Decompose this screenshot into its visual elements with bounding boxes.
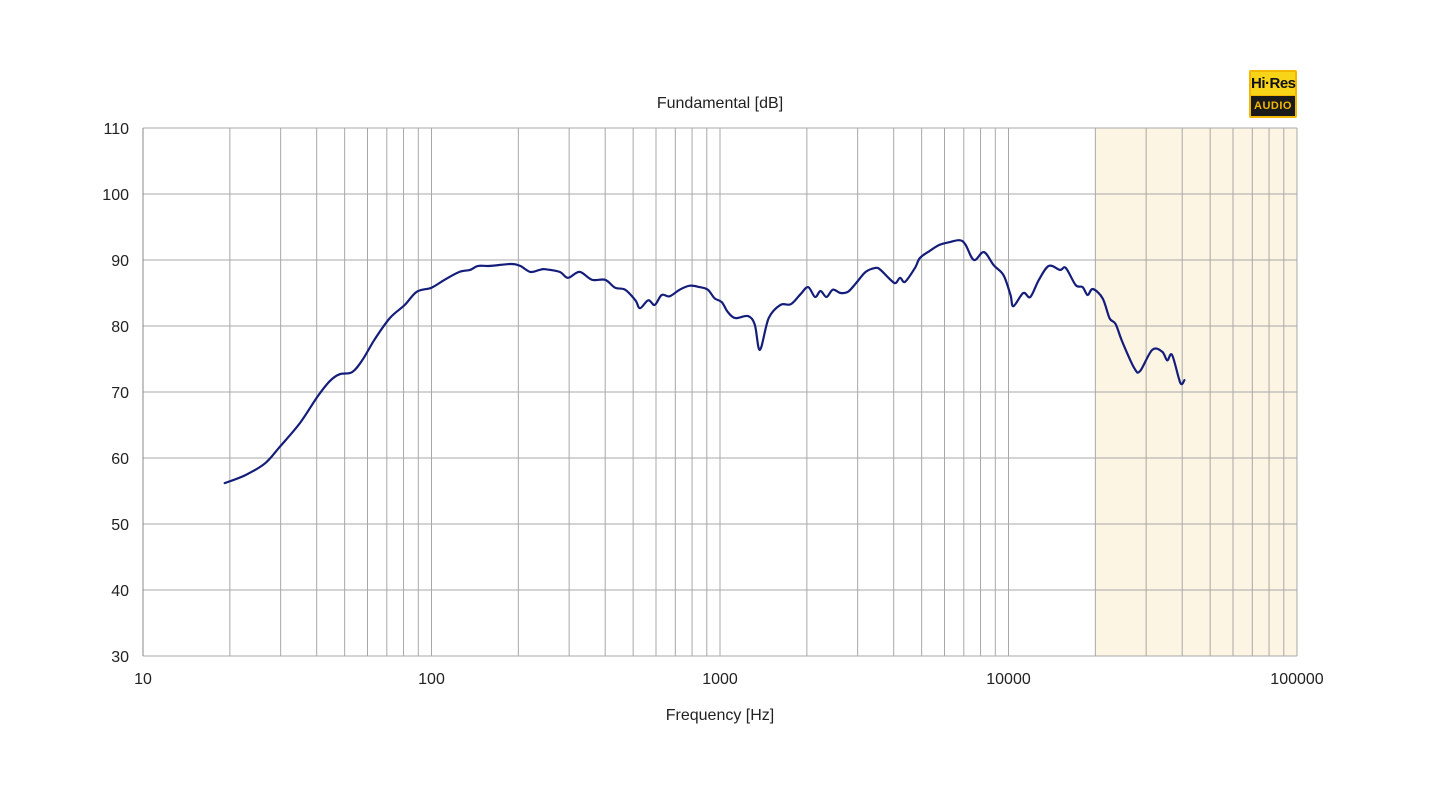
y-tick-label: 100 xyxy=(102,187,129,204)
logo-top-text: Hi·Res xyxy=(1251,72,1296,95)
chart-title: Fundamental [dB] xyxy=(657,95,783,112)
hi-res-audio-logo: Hi·Res AUDIO xyxy=(1249,70,1297,118)
y-tick-label: 40 xyxy=(111,583,129,600)
y-tick-label: 80 xyxy=(111,319,129,336)
y-tick-label: 60 xyxy=(111,451,129,468)
y-tick-label: 90 xyxy=(111,253,129,270)
x-tick-label: 10 xyxy=(134,671,152,688)
y-tick-label: 50 xyxy=(111,517,129,534)
x-tick-label: 1000 xyxy=(702,671,738,688)
x-tick-label: 100000 xyxy=(1270,671,1323,688)
y-tick-label: 70 xyxy=(111,385,129,402)
logo-bottom-text: AUDIO xyxy=(1251,96,1295,116)
x-tick-label: 10000 xyxy=(986,671,1031,688)
y-tick-label: 30 xyxy=(111,649,129,666)
x-axis-label: Frequency [Hz] xyxy=(666,707,774,724)
fundamental-series-line xyxy=(223,239,1186,485)
y-tick-label: 110 xyxy=(103,121,129,138)
x-tick-label: 100 xyxy=(418,671,445,688)
